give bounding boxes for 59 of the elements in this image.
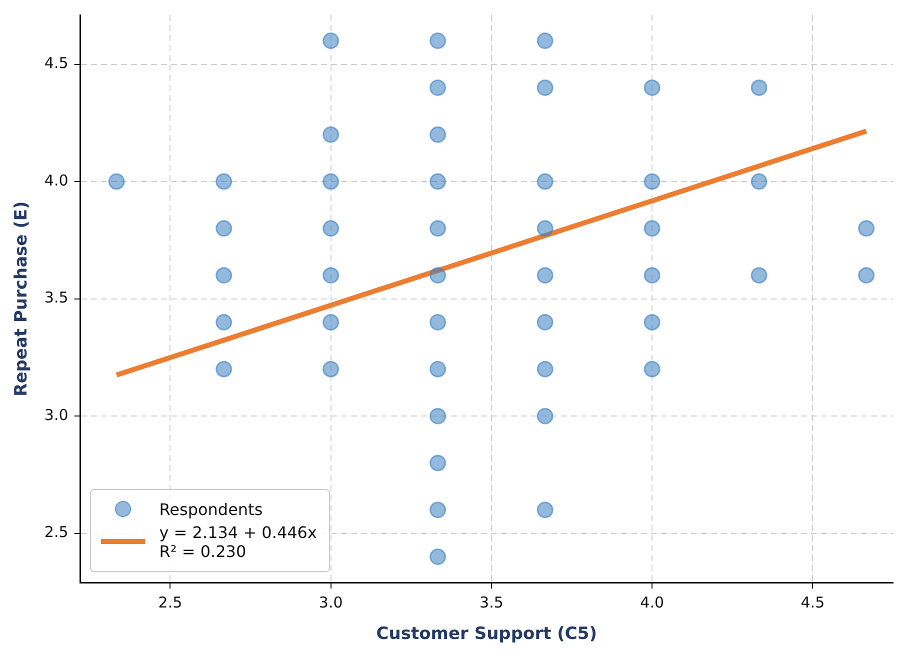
point [322, 126, 340, 143]
y-tick-label: 4.0 [44, 171, 68, 190]
point [536, 502, 554, 518]
point [536, 173, 554, 190]
legend-label: y = 2.134 + 0.446x R² = 0.230 [159, 522, 317, 562]
point [430, 79, 446, 96]
point [644, 173, 660, 190]
x-axis-title: Customer Support (C5) [376, 624, 597, 644]
x-tick-label: 4.5 [800, 593, 825, 612]
point [322, 314, 340, 331]
point [216, 173, 232, 190]
point [644, 360, 660, 378]
point [216, 267, 232, 284]
point [750, 267, 768, 284]
point [536, 360, 554, 378]
point [322, 32, 340, 50]
point [216, 360, 232, 378]
x-tick-label: 3.0 [318, 593, 343, 612]
point [322, 267, 340, 284]
y-tick-label: 3.5 [44, 288, 68, 307]
point [430, 173, 446, 190]
point [216, 220, 232, 237]
point [430, 454, 446, 472]
point [322, 220, 340, 237]
x-tick-label: 3.5 [480, 593, 504, 612]
point [108, 173, 125, 190]
point [858, 267, 875, 284]
y-tick-label: 3.0 [44, 406, 68, 424]
point [430, 502, 446, 518]
point [536, 408, 554, 424]
point [858, 220, 875, 237]
point [536, 267, 554, 284]
point [750, 79, 768, 96]
point [430, 314, 446, 331]
point [322, 173, 340, 190]
point [644, 79, 660, 96]
point [644, 220, 660, 237]
point [536, 220, 554, 237]
point [644, 314, 660, 331]
point [536, 32, 554, 50]
point [430, 408, 446, 424]
x-tick-label: 4.0 [640, 593, 664, 612]
y-tick-label: 4.5 [44, 54, 68, 72]
point [216, 314, 232, 331]
point [430, 32, 446, 50]
point [430, 126, 446, 143]
point [536, 314, 554, 331]
legend-label: Respondents [159, 500, 263, 519]
point [430, 548, 446, 566]
y-axis-title: Repeat Purchase (E) [12, 201, 32, 396]
point [430, 360, 446, 378]
point [322, 360, 340, 378]
y-tick-label: 2.5 [44, 523, 68, 542]
point [430, 220, 446, 237]
point [430, 267, 446, 284]
x-tick-label: 2.5 [158, 593, 182, 612]
point [750, 173, 768, 190]
point [536, 79, 554, 96]
point [644, 267, 660, 284]
